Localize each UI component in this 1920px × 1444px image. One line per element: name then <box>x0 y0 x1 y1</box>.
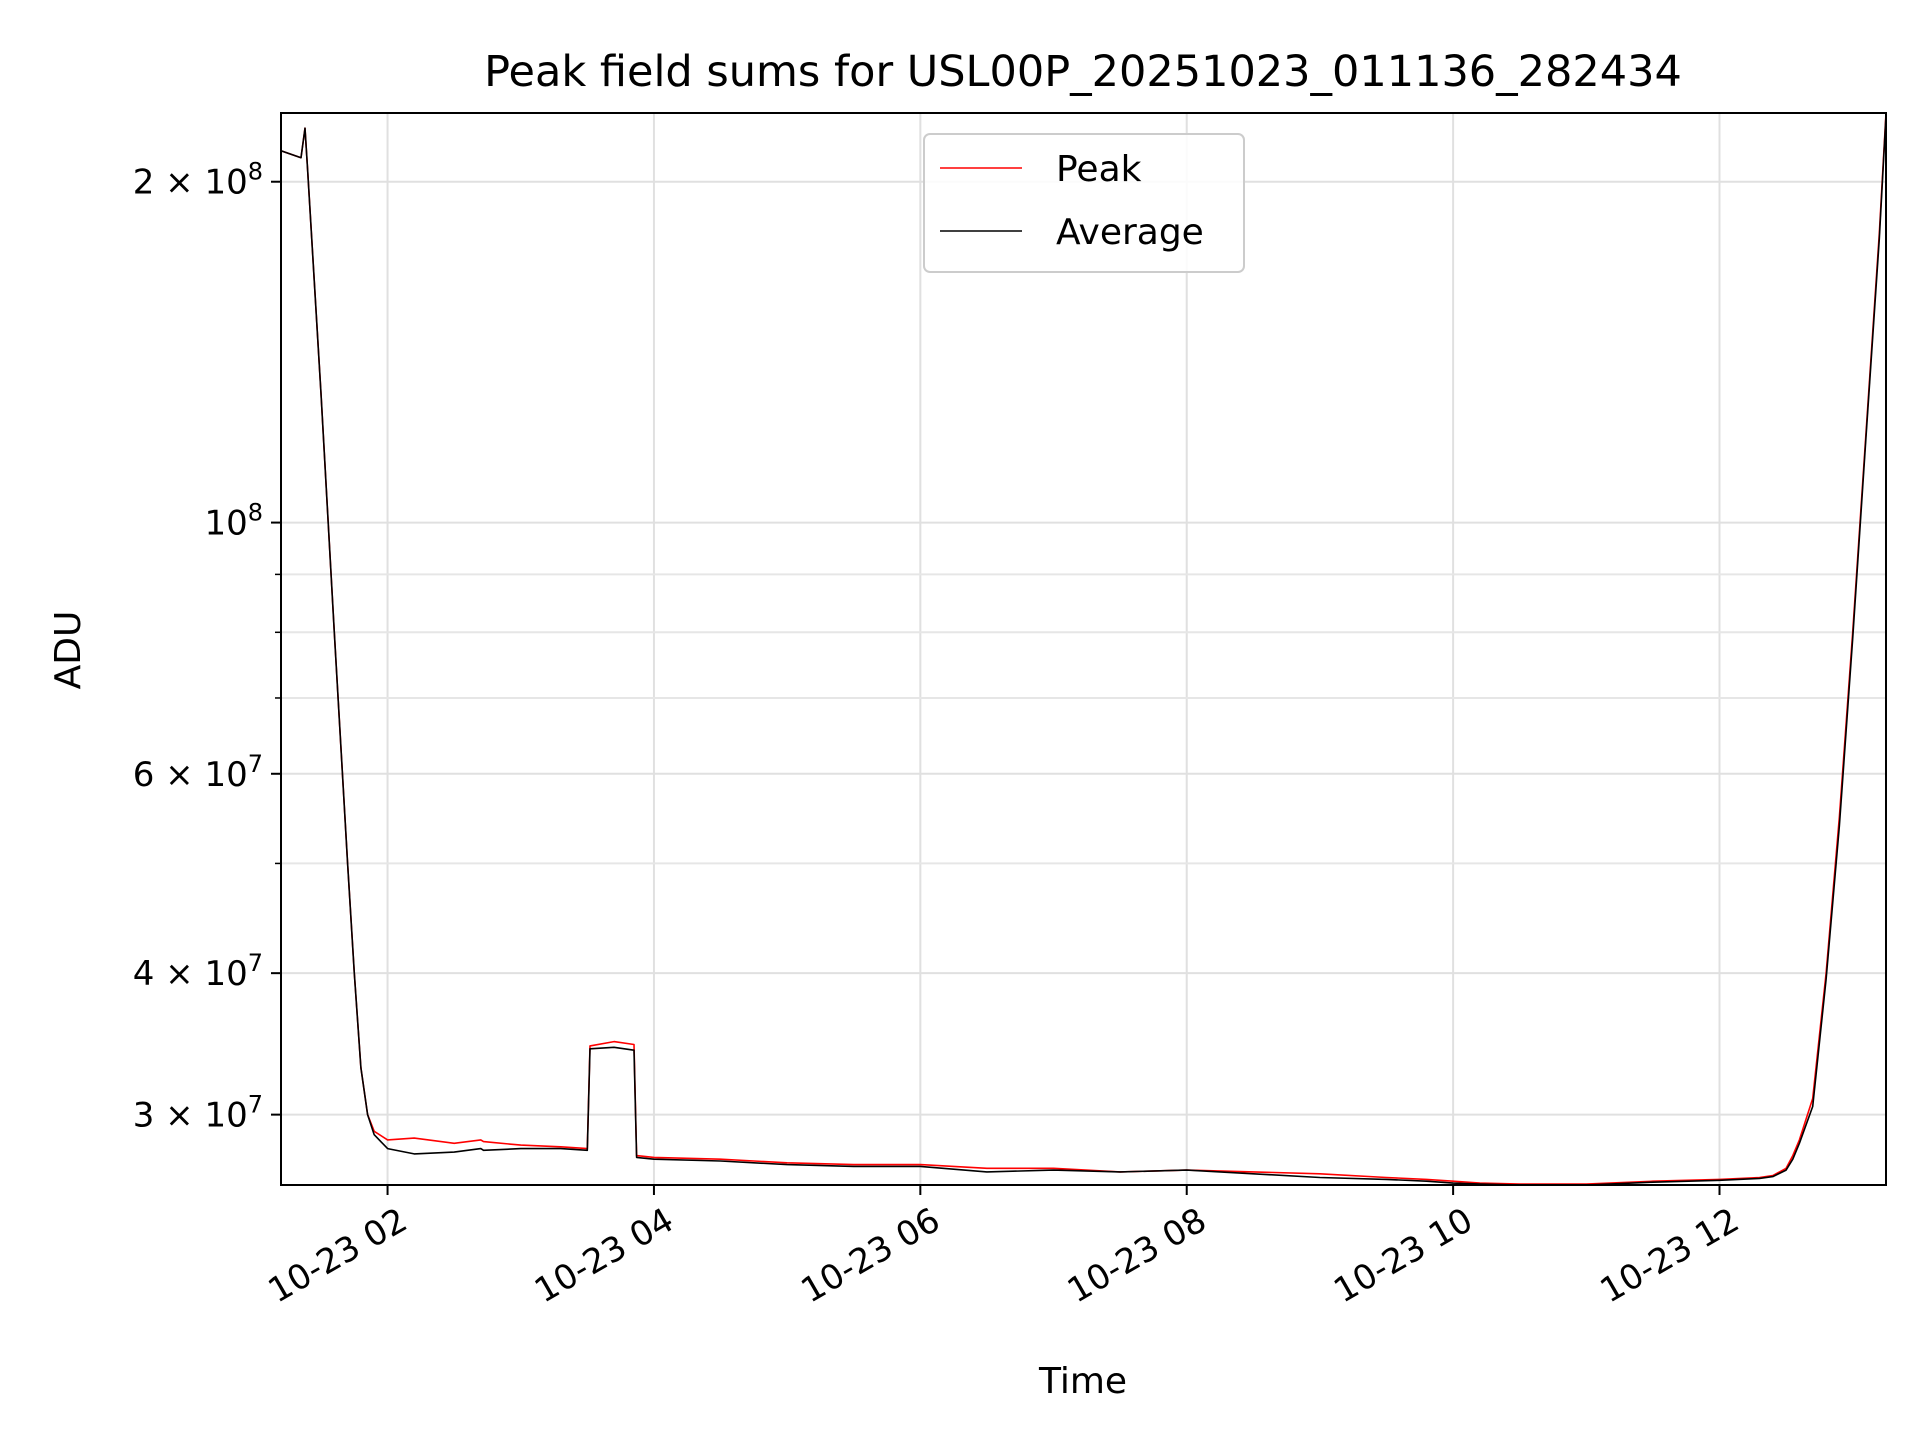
series-line-average <box>281 115 1886 1185</box>
legend: Peak Average <box>923 133 1245 273</box>
legend-label-average: Average <box>1056 212 1204 253</box>
x-axis-label: Time <box>1038 1361 1127 1402</box>
axes-frame <box>280 112 1887 1186</box>
series-layer <box>281 113 1886 1185</box>
y-axis-label: ADU <box>48 611 89 690</box>
y-axis-ticks: 3 × 107 4 × 107 6 × 107 108 2 × 108 <box>133 158 281 1136</box>
plot-area <box>281 113 1886 1185</box>
y-tick-label: 2 × 108 <box>133 158 263 203</box>
chart-title: Peak field sums for USL00P_20251023_0111… <box>484 47 1682 97</box>
y-tick-label: 108 <box>204 499 263 544</box>
legend-label-peak: Peak <box>1056 149 1142 190</box>
y-tick-label: 4 × 107 <box>133 949 263 994</box>
y-tick-label: 3 × 107 <box>133 1091 263 1136</box>
y-tick-label: 6 × 107 <box>133 750 263 795</box>
